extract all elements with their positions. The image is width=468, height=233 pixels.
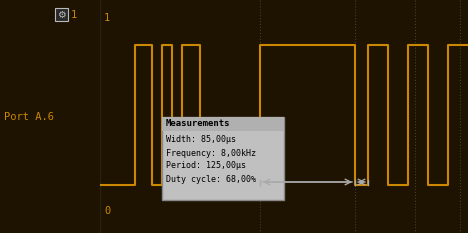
Text: ⚙: ⚙ (57, 10, 66, 20)
Bar (55, 8, 68, 21)
Text: Frequency: 8,00kHz: Frequency: 8,00kHz (166, 148, 256, 158)
Text: Duty cycle: 68,00%: Duty cycle: 68,00% (166, 175, 256, 184)
FancyBboxPatch shape (162, 117, 284, 131)
Text: Measurements: Measurements (166, 120, 231, 129)
Text: Port A.6: Port A.6 (4, 112, 54, 121)
Text: 1: 1 (104, 13, 110, 23)
Text: 0: 0 (104, 206, 110, 216)
FancyBboxPatch shape (162, 117, 284, 200)
Text: Width: 85,00μs: Width: 85,00μs (166, 136, 236, 144)
Text: 1: 1 (71, 10, 77, 20)
Text: Period: 125,00μs: Period: 125,00μs (166, 161, 246, 171)
